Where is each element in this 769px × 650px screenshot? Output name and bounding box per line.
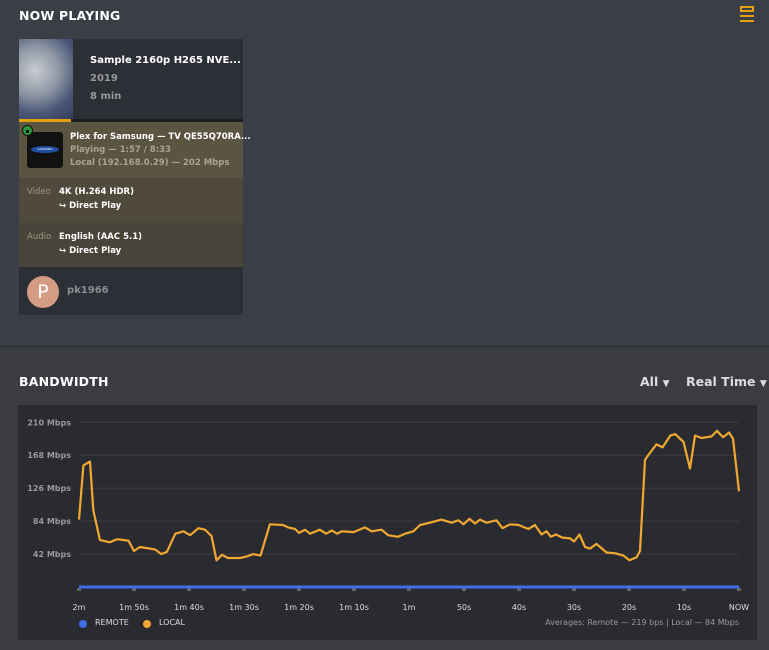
username[interactable]: pk1966 [67, 285, 109, 296]
x-tick-mark [132, 588, 136, 591]
x-tick-label: 30s [567, 603, 581, 612]
media-year: 2019 [90, 73, 118, 84]
audio-label: Audio [27, 232, 52, 242]
x-tick-mark [462, 588, 466, 591]
now-playing-title: NOW PLAYING [19, 8, 121, 23]
x-tick-label: 1m 20s [284, 603, 314, 612]
bandwidth-chart-panel [18, 405, 757, 640]
chevron-down-icon: ▼ [662, 379, 670, 389]
y-tick-label: 210 Mbps [27, 418, 71, 427]
x-tick-mark [737, 588, 741, 591]
audio-stream: Audio English (AAC 5.1) ↪ Direct Play [19, 223, 243, 268]
y-tick-label: 126 Mbps [27, 484, 71, 493]
x-tick-label: 1m 40s [174, 603, 204, 612]
avatar: P [27, 276, 59, 308]
x-tick-mark [407, 588, 411, 591]
audio-value: English (AAC 5.1) [59, 232, 143, 242]
x-tick-label: 1m [403, 603, 416, 612]
x-tick-label: 2m [73, 603, 86, 612]
x-tick-mark [187, 588, 191, 591]
video-stream: Video 4K (H.264 HDR) ↪ Direct Play [19, 178, 243, 223]
player-network: Local (192.168.0.29) — 202 Mbps [70, 158, 230, 168]
session-card[interactable]: Sample 2160p H265 NVE... 2019 8 min SAMS… [19, 39, 251, 315]
y-tick-label: 84 Mbps [33, 517, 71, 526]
video-value: 4K (H.264 HDR) [59, 187, 134, 197]
x-tick-mark [627, 588, 631, 591]
legend-local-label[interactable]: LOCAL [159, 618, 185, 627]
audio-decision: ↪ Direct Play [59, 246, 122, 256]
x-tick-label: 1m 30s [229, 603, 259, 612]
video-label: Video [27, 187, 51, 197]
x-tick-mark [572, 588, 576, 591]
x-tick-mark [297, 588, 301, 591]
playback-progress-bar [19, 119, 243, 122]
session-user[interactable]: P pk1966 [19, 267, 243, 315]
x-tick-mark [77, 588, 81, 591]
samsung-logo: SAMSUNG [27, 132, 63, 168]
x-tick-label: 40s [512, 603, 526, 612]
legend-remote-dot [79, 620, 87, 628]
x-tick-label: NOW [729, 603, 749, 612]
x-tick-label: 50s [457, 603, 471, 612]
legend-local-dot [143, 620, 151, 628]
filter-value: All [640, 374, 659, 389]
filter-dropdown[interactable]: All ▼ [640, 374, 670, 389]
x-tick-mark [352, 588, 356, 591]
timespan-dropdown[interactable]: Real Time ▼ [686, 374, 767, 389]
player-state: Playing — 1:57 / 8:33 [70, 145, 171, 155]
now-playing-section: NOW PLAYING Sample 2160p H265 NVE... 201… [0, 6, 769, 347]
player-name: Plex for Samsung — TV QE55Q70RA... [70, 132, 251, 142]
x-tick-mark [682, 588, 686, 591]
player-info: SAMSUNG Plex for Samsung — TV QE55Q70RA.… [19, 122, 251, 178]
bandwidth-averages: Averages: Remote — 219 bps | Local — 84 … [545, 618, 739, 627]
x-tick-mark [242, 588, 246, 591]
media-duration: 8 min [90, 91, 122, 102]
chevron-down-icon: ▼ [759, 379, 767, 389]
x-tick-label: 1m 10s [339, 603, 369, 612]
series-line-local [77, 429, 741, 562]
lock-icon [22, 125, 33, 136]
server-list-icon[interactable] [740, 6, 754, 23]
x-tick-mark [517, 588, 521, 591]
media-poster[interactable] [19, 39, 73, 119]
x-tick-label: 1m 50s [119, 603, 149, 612]
media-title[interactable]: Sample 2160p H265 NVE... [90, 55, 241, 66]
timespan-value: Real Time [686, 374, 756, 389]
bandwidth-title: BANDWIDTH [19, 374, 109, 389]
x-tick-label: 20s [622, 603, 636, 612]
legend-remote-label[interactable]: REMOTE [95, 618, 129, 627]
video-decision: ↪ Direct Play [59, 201, 122, 211]
x-tick-label: 10s [677, 603, 691, 612]
y-tick-label: 168 Mbps [27, 451, 71, 460]
y-tick-label: 42 Mbps [33, 550, 71, 559]
